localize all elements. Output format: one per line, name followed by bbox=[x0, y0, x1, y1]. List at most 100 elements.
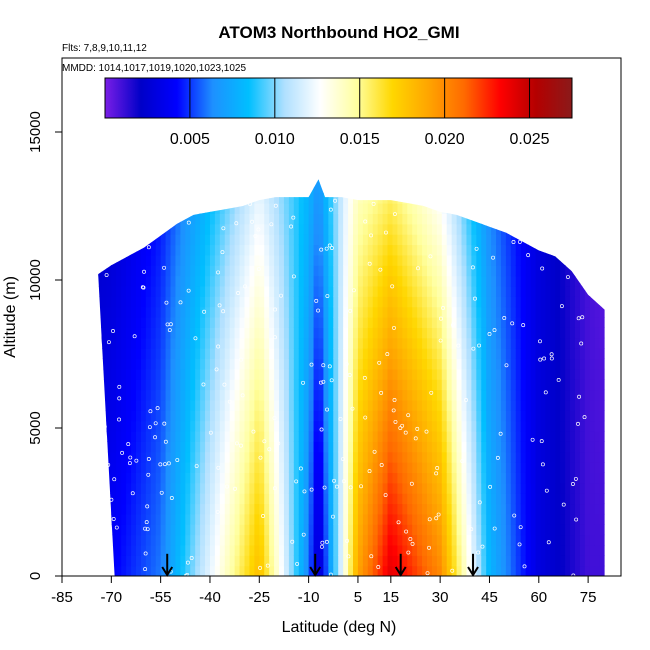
heatmap-cell bbox=[570, 368, 576, 380]
observation-point bbox=[294, 479, 299, 484]
heatmap-cell bbox=[422, 192, 428, 204]
heatmap-cell bbox=[313, 503, 320, 515]
heatmap-cell bbox=[481, 430, 487, 442]
heatmap-cell bbox=[145, 389, 152, 401]
heatmap-cell bbox=[377, 275, 384, 287]
heatmap-cell bbox=[239, 203, 246, 214]
heatmap-cell bbox=[367, 327, 374, 339]
heatmap-cell bbox=[407, 182, 413, 194]
heatmap-cell bbox=[589, 348, 596, 360]
heatmap-cell bbox=[500, 327, 507, 339]
heatmap-cell bbox=[461, 462, 468, 473]
observation-point bbox=[291, 274, 296, 279]
heatmap-cell bbox=[140, 348, 147, 360]
heatmap-cell bbox=[224, 513, 231, 525]
heatmap-cell bbox=[545, 389, 551, 401]
heatmap-cell bbox=[195, 472, 201, 484]
heatmap-cell bbox=[412, 513, 418, 525]
heatmap-cell bbox=[269, 420, 275, 432]
heatmap-cell bbox=[545, 306, 551, 318]
heatmap-cell bbox=[496, 348, 502, 360]
heatmap-cell bbox=[303, 544, 310, 556]
heatmap-cell bbox=[333, 389, 339, 401]
heatmap-cell bbox=[560, 265, 566, 277]
heatmap-cell bbox=[214, 182, 221, 194]
heatmap-cell bbox=[392, 389, 398, 401]
heatmap-cell bbox=[579, 482, 586, 494]
heatmap-cell bbox=[131, 410, 137, 422]
heatmap-cell bbox=[244, 244, 251, 256]
heatmap-cell bbox=[565, 472, 571, 484]
heatmap-cell bbox=[254, 462, 260, 473]
heatmap-cell bbox=[150, 482, 157, 494]
heatmap-cell bbox=[525, 544, 532, 556]
heatmap-cell bbox=[348, 379, 354, 391]
heatmap-cell bbox=[229, 192, 236, 204]
heatmap-cell bbox=[500, 254, 507, 266]
heatmap-cell bbox=[584, 462, 591, 473]
heatmap-cell bbox=[377, 379, 384, 391]
heatmap-cell bbox=[392, 451, 398, 463]
heatmap-cell bbox=[589, 296, 596, 308]
heatmap-cell bbox=[244, 493, 251, 505]
heatmap-cell bbox=[343, 285, 349, 297]
heatmap-cell bbox=[570, 234, 576, 246]
x-tick-label: -25 bbox=[248, 589, 270, 606]
heatmap-cell bbox=[249, 482, 255, 494]
heatmap-cell bbox=[550, 244, 556, 256]
heatmap-cell bbox=[333, 555, 339, 567]
heatmap-cell bbox=[609, 566, 615, 577]
heatmap-cell bbox=[205, 317, 211, 328]
heatmap-cell bbox=[101, 472, 107, 484]
heatmap-cell bbox=[98, 254, 103, 266]
heatmap-cell bbox=[140, 317, 147, 328]
heatmap-cell bbox=[205, 555, 211, 567]
heatmap-cell bbox=[98, 410, 103, 422]
heatmap-cell bbox=[609, 535, 615, 546]
x-tick-label: 15 bbox=[382, 589, 399, 606]
observation-point bbox=[390, 284, 395, 289]
heatmap-cell bbox=[190, 368, 196, 380]
heatmap-cell bbox=[190, 555, 196, 567]
x-tick-label: -40 bbox=[199, 589, 221, 606]
heatmap-cell bbox=[417, 379, 423, 391]
heatmap-cell bbox=[545, 482, 551, 494]
heatmap-cell bbox=[190, 472, 196, 484]
heatmap-cell bbox=[353, 348, 359, 360]
heatmap-cell bbox=[264, 192, 270, 204]
heatmap-cell bbox=[441, 275, 448, 287]
observation-point bbox=[327, 243, 332, 248]
heatmap-cell bbox=[131, 203, 137, 214]
heatmap-cell bbox=[500, 462, 507, 473]
observation-point bbox=[320, 540, 325, 545]
heatmap-cell bbox=[101, 348, 107, 360]
heatmap-cell bbox=[540, 451, 546, 463]
heatmap-cell bbox=[92, 172, 98, 183]
heatmap-cell bbox=[357, 265, 364, 277]
observation-point bbox=[216, 270, 221, 275]
heatmap-cell bbox=[357, 513, 364, 525]
heatmap-cell bbox=[540, 389, 546, 401]
heatmap-cell bbox=[545, 472, 551, 484]
heatmap-cell bbox=[451, 379, 458, 391]
observation-point bbox=[185, 560, 190, 565]
heatmap-cell bbox=[160, 410, 167, 422]
heatmap-cell bbox=[446, 534, 453, 546]
heatmap-cell bbox=[126, 482, 132, 494]
heatmap-cell bbox=[441, 348, 448, 360]
heatmap-cell bbox=[101, 441, 107, 453]
heatmap-cell bbox=[214, 203, 221, 214]
heatmap-cell bbox=[594, 192, 601, 204]
heatmap-cell bbox=[323, 296, 329, 308]
heatmap-cell bbox=[249, 192, 255, 204]
heatmap-cell bbox=[500, 296, 507, 308]
heatmap-cell bbox=[496, 555, 502, 567]
heatmap-cell bbox=[584, 482, 591, 494]
heatmap-cell bbox=[382, 472, 389, 484]
heatmap-cell bbox=[471, 389, 477, 401]
heatmap-cell bbox=[214, 327, 221, 339]
heatmap-cell bbox=[140, 213, 147, 225]
observation-points bbox=[102, 198, 587, 578]
heatmap-cell bbox=[466, 493, 472, 505]
heatmap-cell bbox=[140, 389, 147, 401]
